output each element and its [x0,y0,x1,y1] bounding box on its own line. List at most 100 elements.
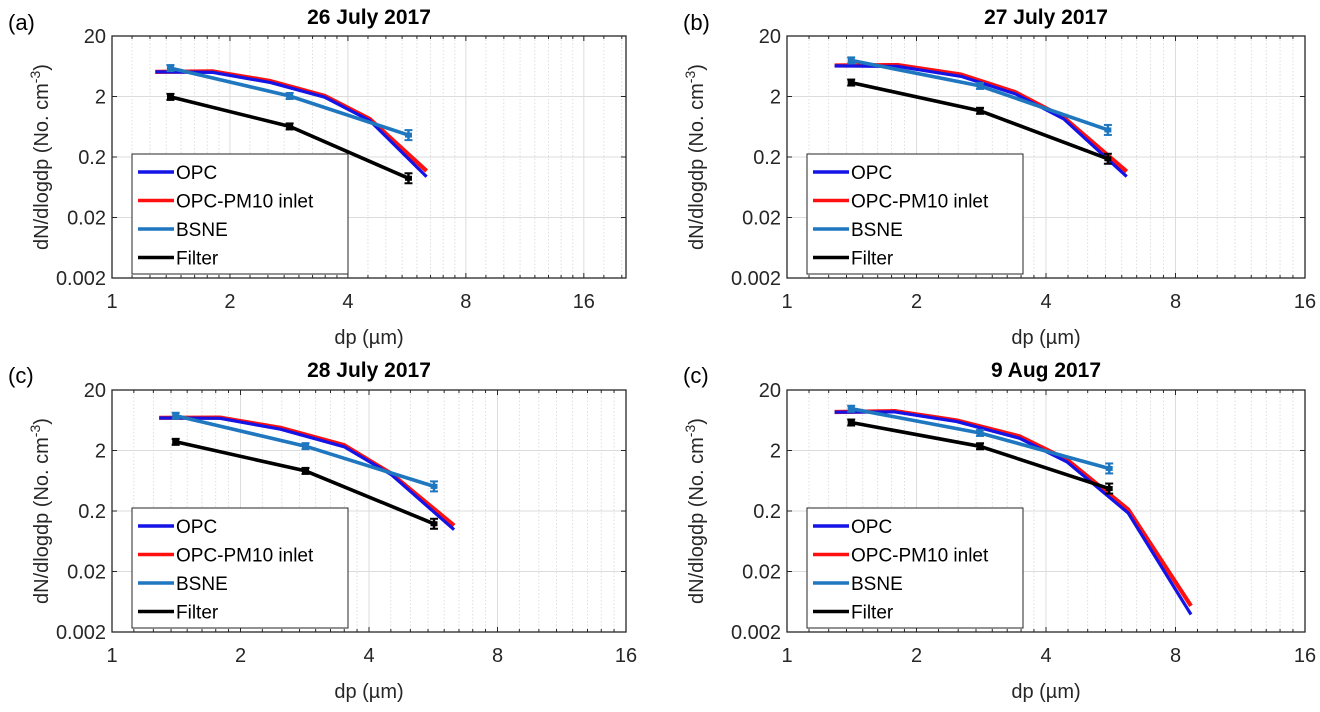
series-group [155,64,429,185]
chart-title: 26 July 2017 [307,6,431,29]
error-bar [1105,462,1114,475]
legend-item: BSNE [138,220,228,241]
series-group [834,404,1193,616]
y-tick-label: 0.002 [731,268,781,290]
y-axis-label-end: ) [31,64,53,71]
panel-4: 1 2 4 8 16 0.002 0.02 0.2 2 20 9 Aug 2017 (c) dp (µm… [682,359,1316,703]
data-point [302,468,310,474]
error-bar [1103,152,1112,165]
y-tick-label: 0.02 [742,562,781,584]
chart-title: 28 July 2017 [307,359,431,382]
legend-label: OPC [176,163,217,184]
data-point [166,94,174,100]
legend-box [806,507,1024,629]
error-bar [847,78,856,87]
x-tick-label: 8 [1170,291,1181,313]
panel-label: (a) [8,10,35,35]
x-tick-label: 4 [1040,291,1051,313]
y-tick-label: 0.002 [56,268,106,290]
data-point [976,430,984,436]
y-axis-label-end: ) [31,418,53,425]
legend-item: BSNE [813,220,903,241]
error-bar [166,92,175,101]
error-bar [301,466,310,475]
x-tick-label: 4 [363,645,374,667]
y-axis-label-superscript: -3 [27,71,43,84]
x-tick-label: 4 [1040,645,1051,667]
x-axis-label: dp (µm) [334,681,403,703]
data-point [286,123,294,129]
error-bar [976,428,985,437]
legend-item: OPC [813,517,892,538]
legend-item: BSNE [813,574,903,595]
data-point [404,175,412,181]
chart-title: 27 July 2017 [984,6,1108,29]
legend-item: OPC-PM10 inlet [138,192,314,213]
x-tick-label: 1 [781,645,792,667]
error-bar [430,517,439,530]
x-tick-label: 8 [460,291,471,313]
y-axis-label-superscript: -3 [682,71,698,84]
y-axis-label-main: dN/dlogdp (No. cm [31,437,53,604]
legend-item: OPC-PM10 inlet [138,546,314,567]
legend-label: BSNE [851,574,903,595]
error-bar [847,418,856,427]
legend-box [131,153,349,275]
legend-label: OPC-PM10 inlet [851,192,989,213]
legend-box [806,153,1024,275]
panel-3: 1 2 4 8 16 0.002 0.02 0.2 2 20 28 July 2017 (c) dp (… [8,359,637,703]
legend-item: OPC-PM10 inlet [813,546,989,567]
y-axis-label: dN/dlogdp (No. cm-3) [27,64,53,250]
ticks [786,35,1306,279]
series-group [834,56,1129,178]
x-tick-label: 16 [573,291,595,313]
y-tick-label: 0.02 [67,562,106,584]
legend-label: BSNE [851,220,903,241]
y-tick-label: 2 [770,441,781,463]
series-line-opc [155,70,428,178]
y-axis-label-main: dN/dlogdp (No. cm [686,437,708,604]
legend-item: Filter [813,249,894,270]
x-tick-label: 1 [781,291,792,313]
y-tick-label: 2 [95,441,106,463]
legend: OPC OPC-PM10 inlet BSNE Filter [131,507,349,629]
legend: OPC OPC-PM10 inlet BSNE Filter [806,507,1024,629]
legend: OPC OPC-PM10 inlet BSNE Filter [806,153,1024,275]
error-bar [404,129,413,142]
error-bar [171,411,180,420]
series-line-opc [159,416,456,531]
error-bar [847,404,856,413]
y-tick-label: 20 [759,26,781,48]
panel-label: (c) [683,363,709,388]
data-point [430,483,438,489]
error-bar [171,437,180,446]
y-tick-label: 0.2 [753,501,781,523]
legend-label: Filter [851,249,894,270]
data-point [172,413,180,419]
data-point [286,93,294,99]
data-point [1105,465,1113,471]
legend-item: OPC-PM10 inlet [813,192,989,213]
legend-label: BSNE [176,220,228,241]
y-axis-label-end: ) [686,64,708,71]
ticks [111,35,626,279]
y-tick-label: 0.2 [753,147,781,169]
legend-label: OPC [176,517,217,538]
error-bar [976,106,985,115]
x-tick-label: 1 [106,291,117,313]
y-tick-label: 0.002 [731,622,781,644]
x-tick-label: 8 [1170,645,1181,667]
chart-title: 9 Aug 2017 [991,359,1101,382]
y-axis-label-superscript: -3 [682,425,698,438]
legend-label: Filter [176,249,219,270]
y-tick-label: 0.02 [67,208,106,230]
legend-label: Filter [176,603,219,624]
legend-item: OPC [138,163,217,184]
data-point [1105,486,1113,492]
data-point [404,132,412,138]
error-bar [1103,123,1112,136]
legend-label: OPC [851,517,892,538]
data-point [302,443,310,449]
legend: OPC OPC-PM10 inlet BSNE Filter [131,153,349,275]
panel-2: 1 2 4 8 16 0.002 0.02 0.2 2 20 27 July 2017 (b) dp (… [682,6,1316,349]
